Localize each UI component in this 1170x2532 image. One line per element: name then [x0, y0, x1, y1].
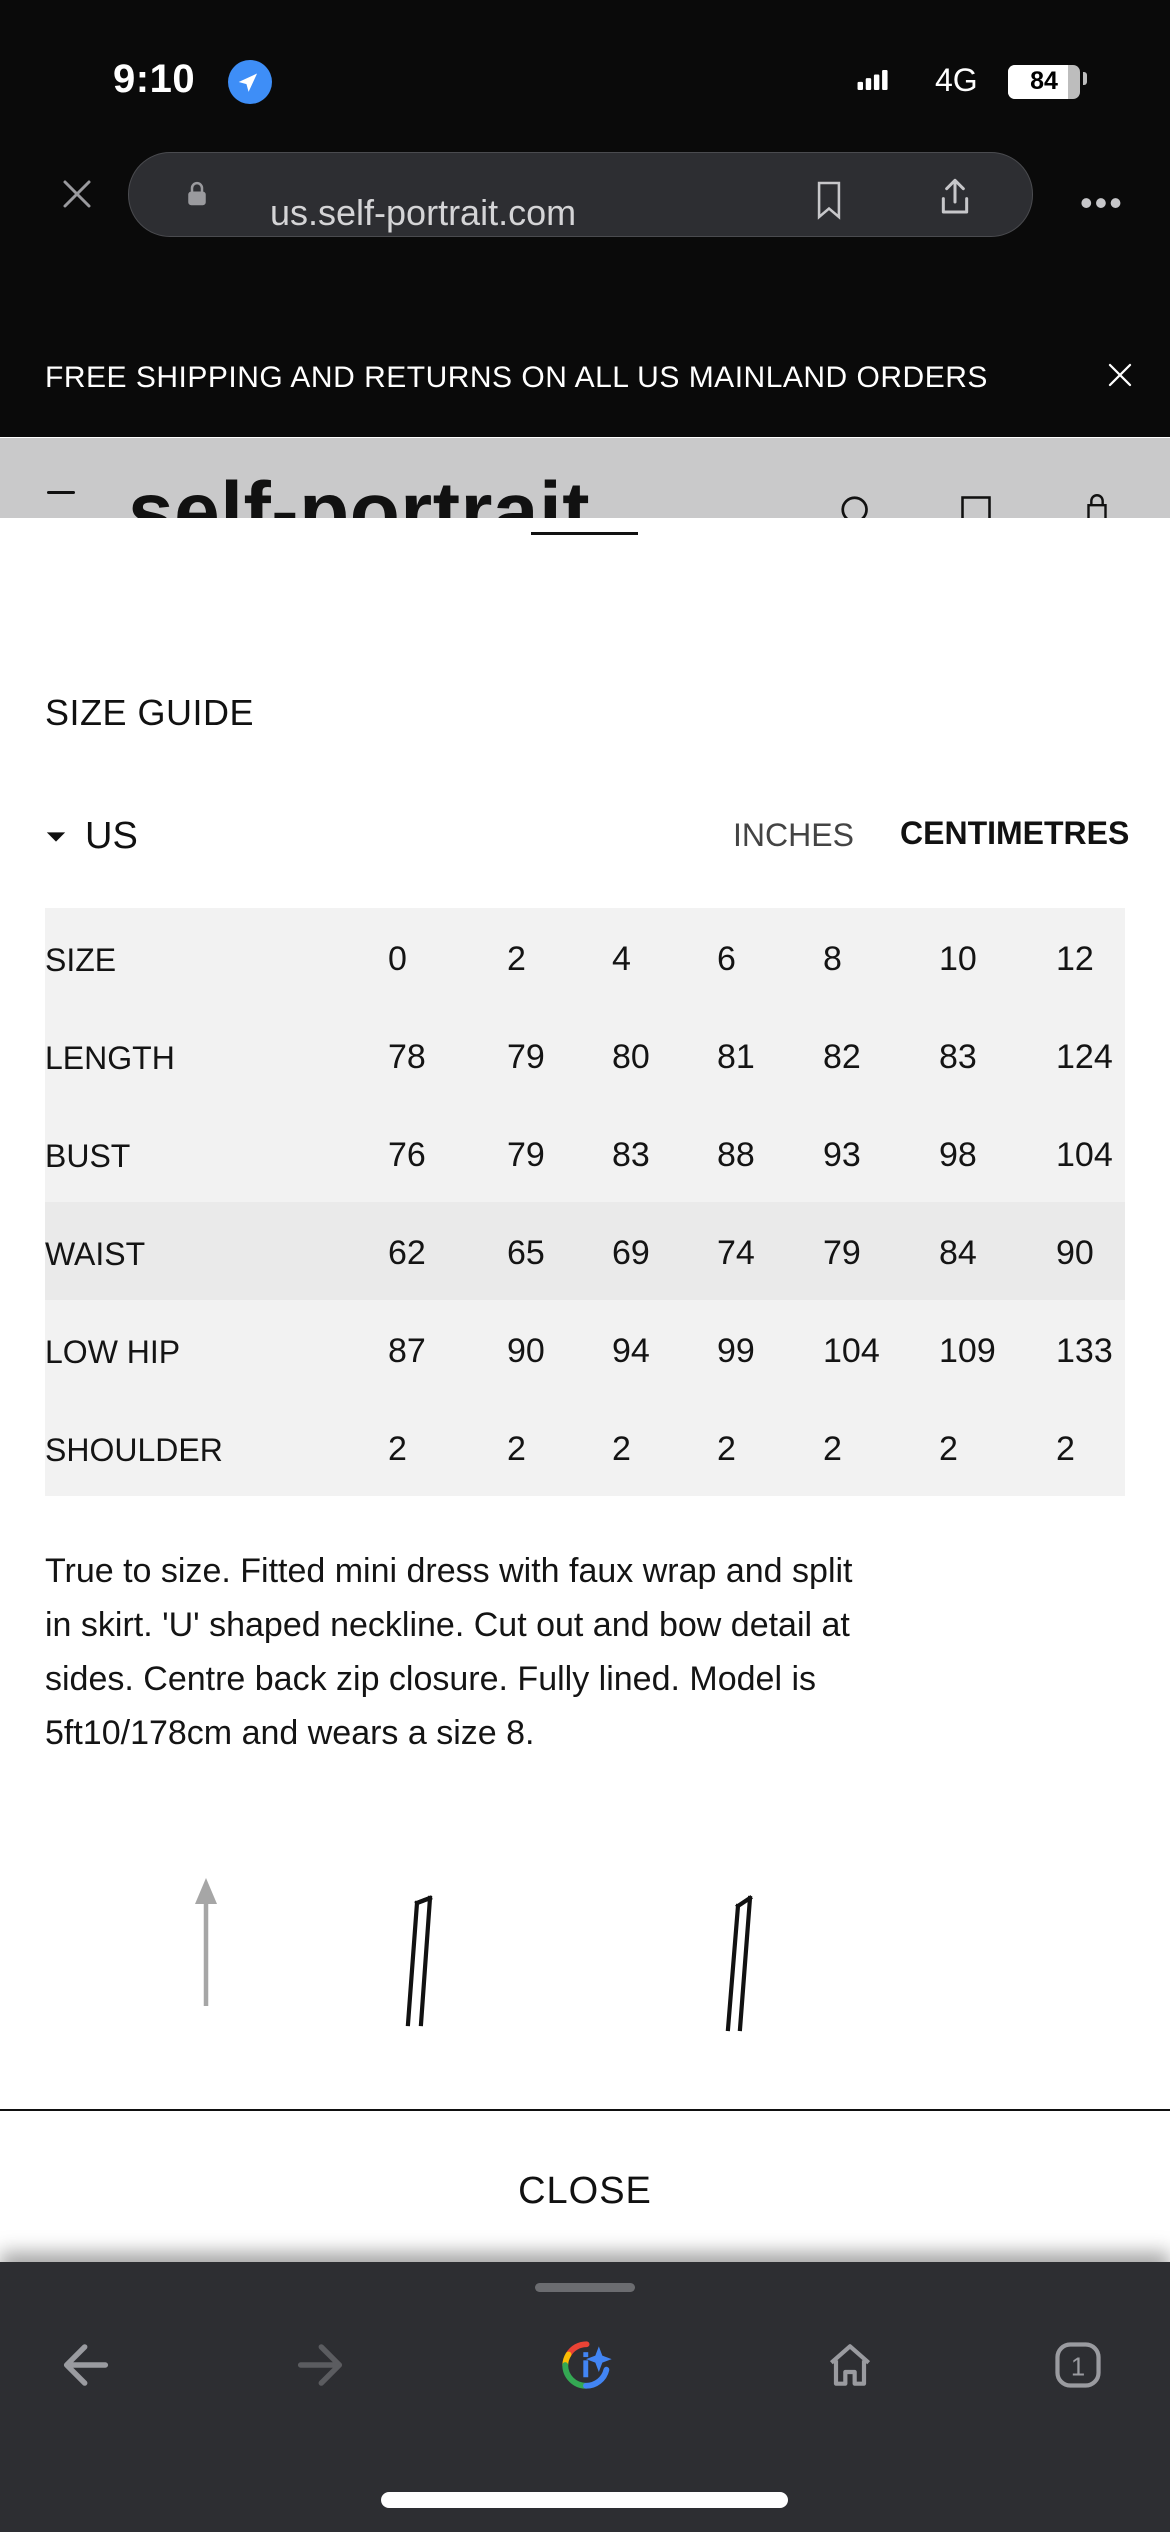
- svg-text:1: 1: [1071, 2354, 1085, 2382]
